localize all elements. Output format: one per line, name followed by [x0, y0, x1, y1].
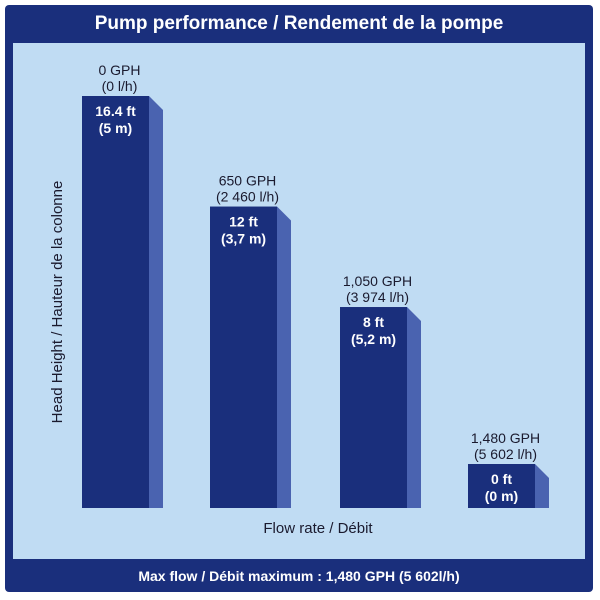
bar-category-label: 0 GPH	[98, 62, 140, 78]
bar-value-label: 16.4 ft	[95, 103, 136, 119]
bar-value-metric-label: (0 m)	[485, 488, 518, 504]
bar-side	[535, 464, 549, 508]
bars-layer: 16.4 ft(5 m) 0 GPH(0 l/h) 12 ft(3,7 m) 650 …	[82, 62, 549, 508]
bar	[340, 307, 407, 508]
bar-value-metric-label: (3,7 m)	[221, 231, 266, 247]
bar-value-label: 12 ft	[229, 214, 258, 230]
bar-category-metric-label: (0 l/h)	[102, 78, 138, 94]
bar-category-label: 650 GPH	[219, 173, 277, 189]
bar-side	[277, 206, 291, 508]
bar-value-metric-label: (5 m)	[99, 120, 132, 136]
bar-category-label: 1,050 GPH	[343, 273, 412, 289]
max-flow-footer: Max flow / Débit maximum : 1,480 GPH (5 …	[138, 568, 460, 584]
bar-group: 12 ft(3,7 m) 650 GPH(2 460 l/h)	[210, 173, 291, 508]
bar-category-metric-label: (2 460 l/h)	[216, 189, 279, 205]
bar-category-label: 1,480 GPH	[471, 430, 540, 446]
bar-value-label: 8 ft	[363, 314, 384, 330]
bar-category-metric-label: (3 974 l/h)	[346, 289, 409, 305]
bar-group: 16.4 ft(5 m) 0 GPH(0 l/h)	[82, 62, 163, 508]
x-axis-label: Flow rate / Débit	[263, 520, 373, 537]
bar-category-metric-label: (5 602 l/h)	[474, 446, 537, 462]
bar	[210, 206, 277, 508]
bar-value-label: 0 ft	[491, 471, 512, 487]
bar-side	[407, 307, 421, 508]
y-axis-label: Head Height / Hauteur de la colonne	[49, 181, 66, 424]
bar-group: 0 ft(0 m) 1,480 GPH(5 602 l/h)	[468, 430, 549, 508]
bar	[82, 96, 149, 508]
chart-title: Pump performance / Rendement de la pompe	[94, 13, 504, 34]
bar-group: 8 ft(5,2 m) 1,050 GPH(3 974 l/h)	[340, 273, 421, 508]
bar	[468, 464, 535, 508]
bar-side	[149, 96, 163, 508]
bar-value-metric-label: (5,2 m)	[351, 331, 396, 347]
